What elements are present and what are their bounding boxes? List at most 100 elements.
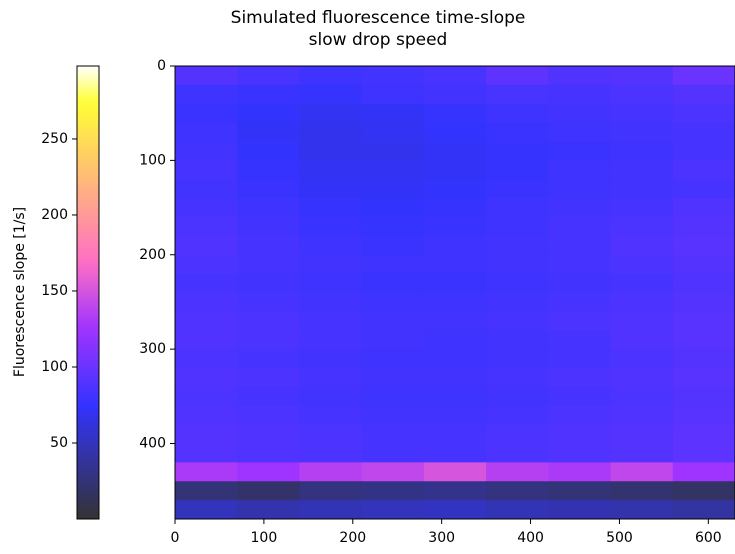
heat-cell [486, 292, 549, 312]
heat-cell [175, 122, 238, 142]
heat-cell [361, 122, 425, 142]
heat-cell [361, 217, 425, 237]
x-tick-label: 400 [517, 530, 544, 546]
heat-cell [610, 66, 674, 86]
heat-cell [423, 103, 487, 124]
heat-cell [610, 500, 674, 520]
heat-cell [548, 292, 612, 312]
heat-cell [548, 273, 612, 293]
heat-cell [237, 349, 300, 369]
heat-cell [423, 311, 487, 331]
heat-cell [548, 84, 612, 105]
heat-cell [175, 424, 238, 444]
heat-cell [299, 311, 363, 331]
heat-cell [548, 481, 612, 501]
heat-cell [548, 386, 612, 407]
heat-cell [486, 103, 549, 124]
heat-cell [486, 368, 549, 388]
heat-cell [672, 500, 735, 520]
heat-cell [361, 368, 425, 388]
heat-cell [237, 141, 300, 161]
heat-cell [423, 254, 487, 275]
heat-cell [237, 84, 300, 105]
heat-cell [672, 368, 735, 388]
heat-cell [672, 481, 735, 501]
heat-cell [361, 443, 425, 463]
heat-cell [672, 179, 735, 199]
heat-cell [610, 481, 674, 501]
heat-cell [672, 217, 735, 237]
heat-cell [486, 311, 549, 331]
heat-cell [672, 235, 735, 256]
heat-cell [175, 311, 238, 331]
heat-cell [361, 84, 425, 105]
heat-cell [423, 66, 487, 86]
heat-cell [361, 103, 425, 124]
heat-cell [175, 273, 238, 293]
heat-cell [548, 311, 612, 331]
heat-cell [610, 405, 674, 426]
heat-cell [237, 443, 300, 463]
heat-cell [361, 198, 425, 218]
heat-cell [672, 122, 735, 142]
heat-cell [610, 84, 674, 105]
heat-cell [486, 235, 549, 256]
heat-cell [548, 66, 612, 86]
heat-cell [610, 330, 674, 350]
heat-cell [486, 330, 549, 350]
heat-cell [486, 141, 549, 161]
heat-cell [175, 330, 238, 350]
heat-cell [610, 235, 674, 256]
heat-cell [361, 386, 425, 407]
heat-cell [672, 386, 735, 407]
heat-cell [486, 386, 549, 407]
heat-cell [548, 235, 612, 256]
heat-cell [548, 462, 612, 482]
heat-cell [299, 254, 363, 275]
x-tick-label: 200 [339, 530, 366, 546]
heat-cell [299, 330, 363, 350]
heat-cell [672, 330, 735, 350]
heat-cell [299, 292, 363, 312]
heat-cell [299, 500, 363, 520]
heat-cell [237, 103, 300, 124]
heat-cell [672, 160, 735, 180]
heat-cell [237, 386, 300, 407]
heat-cell [237, 198, 300, 218]
heat-cell [423, 330, 487, 350]
heat-cell [361, 292, 425, 312]
heat-cell [237, 330, 300, 350]
heat-cell [299, 424, 363, 444]
heat-cell [299, 179, 363, 199]
heat-cell [237, 66, 300, 86]
heat-cell [361, 160, 425, 180]
heat-cell [610, 424, 674, 444]
heat-cell [672, 198, 735, 218]
heat-cell [299, 66, 363, 86]
heat-cell [423, 500, 487, 520]
heat-cell [299, 122, 363, 142]
heat-cell [610, 349, 674, 369]
heat-cell [299, 386, 363, 407]
heat-cell [175, 198, 238, 218]
heat-cell [237, 500, 300, 520]
heat-cell [610, 311, 674, 331]
heat-cell [548, 179, 612, 199]
heat-cell [548, 349, 612, 369]
chart-subtitle: slow drop speed [309, 30, 448, 50]
heat-cell [237, 179, 300, 199]
heat-cell [175, 160, 238, 180]
heat-cell [486, 198, 549, 218]
heat-cell [299, 405, 363, 426]
heat-cell [423, 443, 487, 463]
heat-cell [423, 160, 487, 180]
heat-cell [672, 141, 735, 161]
heat-cell [361, 66, 425, 86]
heat-cell [423, 179, 487, 199]
heat-cell [672, 292, 735, 312]
heat-cell [361, 179, 425, 199]
heat-cell [486, 481, 549, 501]
heat-cell [548, 254, 612, 275]
heat-cell [175, 103, 238, 124]
x-tick-label: 300 [428, 530, 455, 546]
